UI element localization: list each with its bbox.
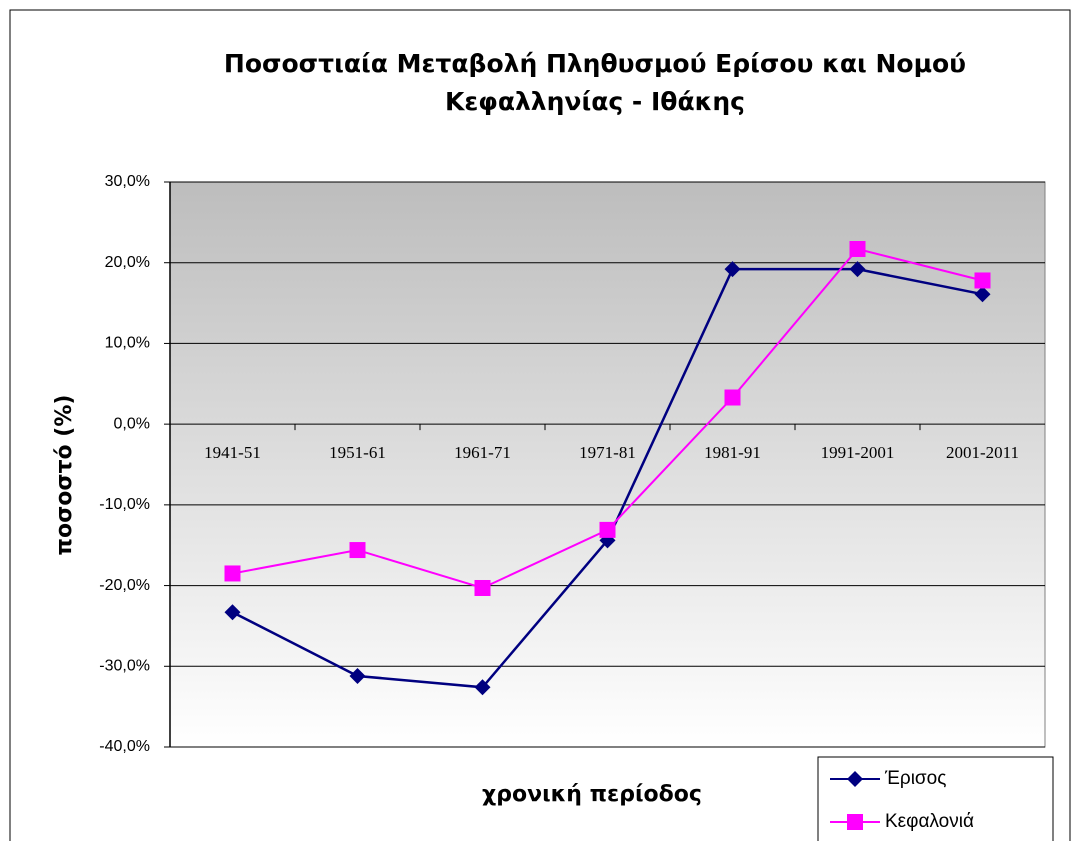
x-tick-label: 1941-51 bbox=[204, 443, 261, 462]
data-point bbox=[724, 261, 741, 278]
y-tick-label: 20,0% bbox=[105, 254, 150, 271]
data-point bbox=[224, 604, 241, 621]
data-point bbox=[974, 272, 991, 289]
x-tick-label: 1981-91 bbox=[704, 443, 761, 462]
data-point bbox=[599, 521, 616, 538]
chart-title: Ποσοστιαία Μεταβολή Πληθυσμού Ερίσου και… bbox=[224, 49, 966, 78]
data-point bbox=[224, 565, 241, 582]
data-point bbox=[474, 579, 491, 596]
x-tick-label: 1951-61 bbox=[329, 443, 386, 462]
legend-marker bbox=[847, 771, 863, 787]
chart-title: Κεφαλληνίας - Ιθάκης bbox=[445, 87, 745, 116]
x-tick-label: 1971-81 bbox=[579, 443, 636, 462]
data-point bbox=[724, 389, 741, 406]
y-tick-label: -30,0% bbox=[99, 658, 150, 675]
y-tick-label: -40,0% bbox=[99, 738, 150, 755]
y-tick-label: 0,0% bbox=[114, 415, 150, 432]
legend-marker bbox=[847, 814, 863, 830]
y-tick-label: 30,0% bbox=[105, 173, 150, 190]
x-axis-label: χρονική περίοδος bbox=[482, 782, 702, 807]
x-tick-label: 1961-71 bbox=[454, 443, 511, 462]
data-point bbox=[849, 240, 866, 257]
data-point bbox=[474, 679, 491, 696]
legend-label: Κεφαλονιά bbox=[885, 811, 974, 832]
y-axis-label: ποσοστό (%) bbox=[52, 395, 77, 556]
y-tick-label: 10,0% bbox=[105, 335, 150, 352]
legend-label: Έρισος bbox=[884, 768, 946, 789]
y-tick-label: -10,0% bbox=[99, 496, 150, 513]
data-point bbox=[349, 542, 366, 559]
data-point bbox=[849, 261, 866, 278]
x-tick-label: 2001-2011 bbox=[946, 443, 1019, 462]
y-tick-label: -20,0% bbox=[99, 577, 150, 594]
x-tick-label: 1991-2001 bbox=[821, 443, 895, 462]
data-point bbox=[349, 667, 366, 684]
plot-area bbox=[169, 181, 1046, 748]
legend bbox=[817, 756, 1054, 845]
data-point bbox=[974, 286, 991, 303]
